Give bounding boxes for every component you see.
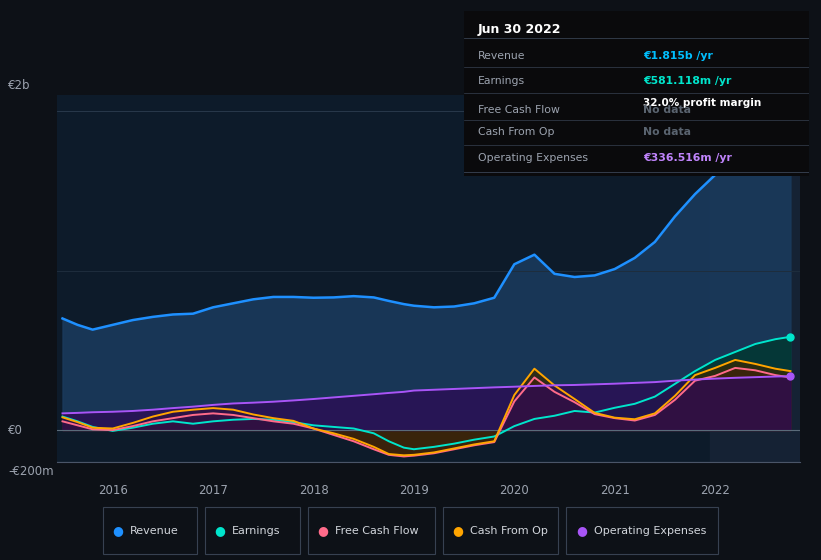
Bar xyxy=(710,95,800,462)
Text: Revenue: Revenue xyxy=(130,526,178,535)
Text: 2017: 2017 xyxy=(198,484,228,497)
Text: ●: ● xyxy=(317,524,328,537)
Text: 2022: 2022 xyxy=(700,484,730,497)
Text: 2016: 2016 xyxy=(98,484,127,497)
Text: Operating Expenses: Operating Expenses xyxy=(478,153,588,163)
Text: Earnings: Earnings xyxy=(478,76,525,86)
Text: Earnings: Earnings xyxy=(232,526,281,535)
Text: ●: ● xyxy=(452,524,464,537)
Text: 32.0% profit margin: 32.0% profit margin xyxy=(643,98,761,108)
Text: Free Cash Flow: Free Cash Flow xyxy=(335,526,419,535)
Text: Cash From Op: Cash From Op xyxy=(470,526,548,535)
Text: Cash From Op: Cash From Op xyxy=(478,127,554,137)
Text: Free Cash Flow: Free Cash Flow xyxy=(478,105,560,115)
Text: Jun 30 2022: Jun 30 2022 xyxy=(478,23,562,36)
Text: €581.118m /yr: €581.118m /yr xyxy=(643,76,732,86)
Text: 2018: 2018 xyxy=(299,484,328,497)
Text: €1.815b /yr: €1.815b /yr xyxy=(643,51,713,61)
Text: Operating Expenses: Operating Expenses xyxy=(594,526,706,535)
Text: 2021: 2021 xyxy=(600,484,630,497)
Text: Revenue: Revenue xyxy=(478,51,525,61)
Text: €336.516m /yr: €336.516m /yr xyxy=(643,153,732,163)
Text: 2020: 2020 xyxy=(499,484,530,497)
Text: No data: No data xyxy=(643,127,691,137)
Text: -€200m: -€200m xyxy=(8,465,54,478)
Text: €0: €0 xyxy=(8,423,23,437)
Text: ●: ● xyxy=(214,524,226,537)
Text: ●: ● xyxy=(576,524,587,537)
Text: No data: No data xyxy=(643,105,691,115)
Text: €2b: €2b xyxy=(8,80,30,92)
Text: ●: ● xyxy=(112,524,123,537)
Text: 2019: 2019 xyxy=(399,484,429,497)
